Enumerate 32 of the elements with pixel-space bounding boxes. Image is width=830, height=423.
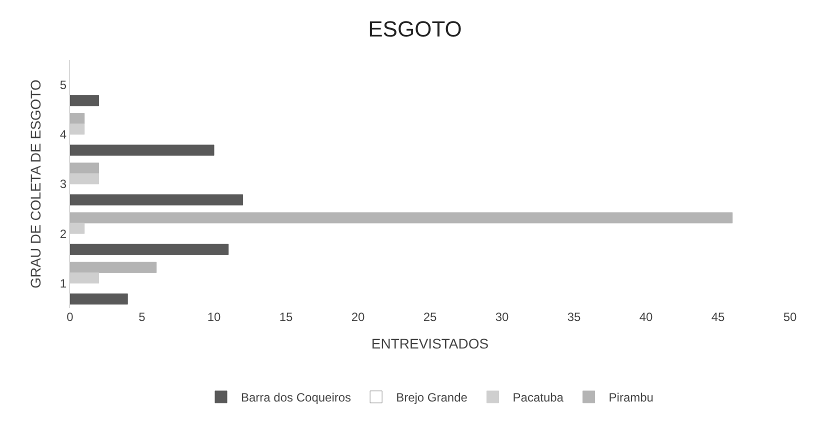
x-tick-label: 5	[138, 310, 146, 324]
legend-label: Brejo Grande	[396, 390, 468, 405]
x-tick-label: 30	[495, 310, 509, 324]
legend-label: Barra dos Coqueiros	[241, 390, 352, 405]
bar	[70, 95, 100, 106]
y-tick-label: 1	[60, 276, 67, 290]
x-tick-label: 35	[567, 310, 581, 324]
bar	[70, 194, 244, 206]
y-tick-label: 5	[60, 78, 67, 92]
chart-title: ESGOTO	[368, 16, 462, 42]
y-axis-title: GRAU DE COLETA DE ESGOTO	[28, 80, 44, 288]
bar	[70, 212, 733, 224]
bar	[70, 262, 157, 273]
bar	[70, 162, 100, 174]
x-tick-label: 25	[423, 310, 437, 324]
x-tick-label: 45	[711, 310, 725, 324]
x-tick-label: 50	[783, 310, 797, 324]
y-tick-label: 3	[60, 177, 67, 192]
legend-label: Pacatuba	[512, 390, 564, 405]
bar	[70, 113, 85, 124]
x-tick-label: 15	[279, 310, 293, 324]
x-tick-label: 10	[207, 310, 221, 324]
x-tick-label: 40	[639, 310, 653, 324]
y-tick-label: 2	[60, 226, 67, 241]
bar	[70, 144, 214, 156]
x-tick-label: 0	[66, 310, 74, 324]
legend-label: Pirambu	[608, 390, 654, 405]
x-axis-title: ENTREVISTADOS	[371, 335, 489, 352]
bar	[70, 293, 128, 305]
bar	[70, 244, 229, 255]
x-tick-label: 20	[351, 310, 365, 324]
y-tick-label: 4	[60, 128, 67, 142]
